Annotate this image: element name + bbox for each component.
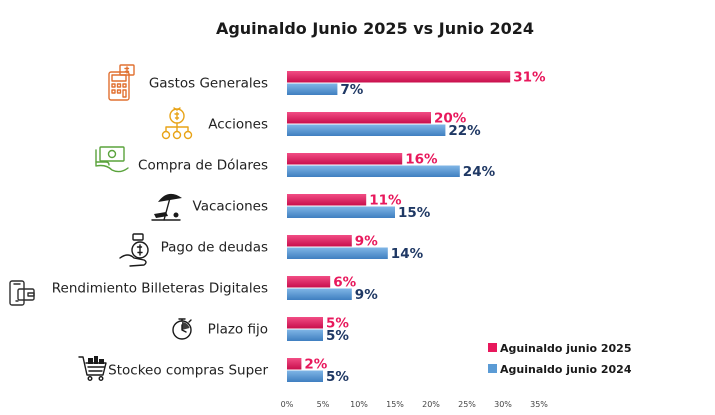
value-labels: 31%7%20%22%16%24%11%15%9%14%6%9%5%5%2%5% — [304, 70, 546, 386]
value-label-plazo-fijo-2024: 5% — [326, 328, 349, 344]
x-axis-ticks: 0% 5% 10% 15% 20% 25% 30% 35% — [281, 400, 549, 409]
category-label-stockeo-compras-super: Stockeo compras Super — [108, 363, 268, 379]
category-label-acciones: Acciones — [208, 117, 268, 133]
hand-coin-icon — [119, 233, 149, 267]
x-tick-label: 15% — [386, 400, 404, 409]
stopwatch-icon — [172, 318, 192, 340]
digital-wallet-icon — [9, 280, 35, 306]
bar-pago-de-deudas-2024 — [287, 247, 388, 259]
legend: Aguinaldo junio 2025 Aguinaldo junio 202… — [488, 342, 632, 376]
beach-umbrella-icon — [151, 193, 182, 221]
bar-acciones-2024 — [287, 124, 446, 136]
bar-plazo-fijo-2025 — [287, 317, 323, 329]
category-label-rendimiento-billeteras-digitales: Rendimiento Billeteras Digitales — [52, 281, 268, 297]
x-tick-label: 5% — [317, 400, 330, 409]
bar-compra-de-dolares-2025 — [287, 153, 403, 165]
chart-title: Aguinaldo Junio 2025 vs Junio 2024 — [216, 19, 534, 38]
calculator-money-icon — [108, 64, 135, 101]
value-label-gastos-generales-2024: 7% — [340, 82, 363, 98]
value-label-pago-de-deudas-2025: 9% — [355, 234, 378, 250]
x-tick-label: 10% — [350, 400, 368, 409]
bar-compra-de-dolares-2024 — [287, 165, 460, 177]
value-label-plazo-fijo-2025: 5% — [326, 316, 349, 332]
value-label-stockeo-compras-super-2025: 2% — [304, 357, 327, 373]
shopping-cart-icon — [78, 356, 107, 382]
value-label-stockeo-compras-super-2024: 5% — [326, 369, 349, 385]
bar-stockeo-compras-super-2025 — [287, 358, 302, 370]
legend-swatch-2025 — [488, 343, 497, 352]
value-label-acciones-2025: 20% — [434, 111, 467, 127]
legend-label-2024: Aguinaldo junio 2024 — [500, 363, 632, 376]
value-label-vacaciones-2025: 11% — [369, 193, 402, 209]
x-tick-label: 0% — [281, 400, 294, 409]
legend-label-2025: Aguinaldo junio 2025 — [500, 342, 631, 355]
cash-hand-icon — [95, 146, 129, 173]
money-bag-network-icon — [161, 107, 193, 140]
legend-swatch-2024 — [488, 364, 497, 373]
bar-plazo-fijo-2024 — [287, 329, 323, 341]
value-label-pago-de-deudas-2024: 14% — [391, 246, 424, 262]
bar-gastos-generales-2024 — [287, 83, 338, 95]
category-label-plazo-fijo: Plazo fijo — [208, 322, 268, 338]
x-tick-label: 30% — [494, 400, 512, 409]
bar-stockeo-compras-super-2024 — [287, 370, 323, 382]
value-label-gastos-generales-2025: 31% — [513, 70, 546, 86]
x-tick-label: 25% — [458, 400, 476, 409]
bar-acciones-2025 — [287, 112, 431, 124]
bar-vacaciones-2024 — [287, 206, 395, 218]
bar-vacaciones-2025 — [287, 194, 367, 206]
category-label-compra-de-dolares: Compra de Dólares — [138, 158, 268, 174]
bars — [287, 71, 511, 382]
x-tick-label: 35% — [530, 400, 548, 409]
bar-gastos-generales-2025 — [287, 71, 511, 83]
bar-rendimiento-billeteras-digitales-2024 — [287, 288, 352, 300]
value-label-compra-de-dolares-2024: 24% — [463, 164, 496, 180]
value-label-compra-de-dolares-2025: 16% — [405, 152, 438, 168]
category-icons — [9, 64, 193, 382]
category-label-vacaciones: Vacaciones — [193, 199, 268, 215]
bar-rendimiento-billeteras-digitales-2025 — [287, 276, 331, 288]
category-label-gastos-generales: Gastos Generales — [149, 76, 268, 92]
value-label-acciones-2024: 22% — [448, 123, 481, 139]
value-label-rendimiento-billeteras-digitales-2025: 6% — [333, 275, 356, 291]
category-label-pago-de-deudas: Pago de deudas — [161, 240, 268, 256]
value-label-rendimiento-billeteras-digitales-2024: 9% — [355, 287, 378, 303]
x-tick-label: 20% — [422, 400, 440, 409]
bar-pago-de-deudas-2025 — [287, 235, 352, 247]
category-labels: Gastos Generales Acciones Compra de Dólare… — [52, 76, 269, 379]
value-label-vacaciones-2024: 15% — [398, 205, 431, 221]
